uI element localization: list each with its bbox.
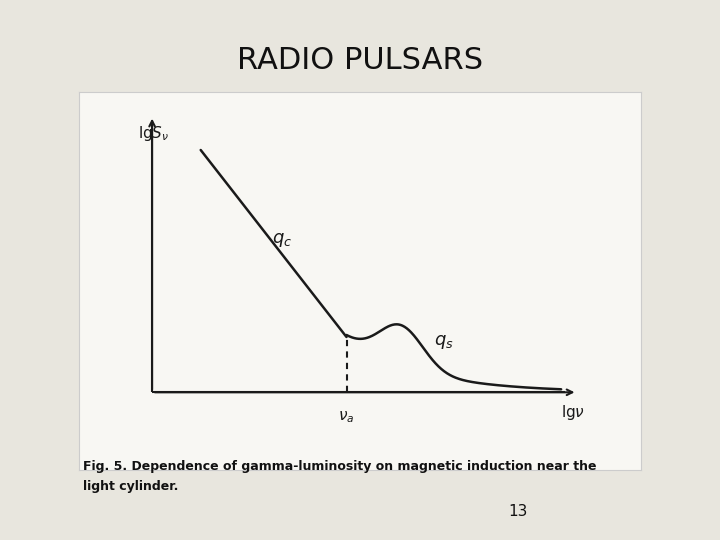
- Text: $q_c$: $q_c$: [271, 231, 292, 248]
- Text: $\mathrm{lg}S_\nu$: $\mathrm{lg}S_\nu$: [138, 124, 169, 143]
- Text: RADIO PULSARS: RADIO PULSARS: [237, 46, 483, 75]
- Text: Fig. 5. Dependence of gamma-luminosity on magnetic induction near the: Fig. 5. Dependence of gamma-luminosity o…: [83, 460, 596, 473]
- Text: light cylinder.: light cylinder.: [83, 480, 178, 492]
- Text: 13: 13: [509, 504, 528, 519]
- Text: $\mathrm{lg}\nu$: $\mathrm{lg}\nu$: [562, 402, 585, 422]
- Text: $\nu_a$: $\nu_a$: [338, 409, 355, 425]
- Text: $q_s$: $q_s$: [434, 333, 454, 351]
